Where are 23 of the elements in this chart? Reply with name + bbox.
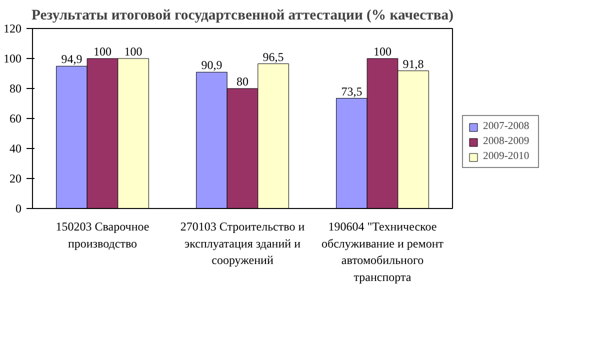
- y-tick-label: 40: [10, 142, 22, 156]
- y-tick-label: 80: [10, 82, 22, 96]
- legend-label: 2008-2009: [483, 136, 530, 147]
- data-label: 80: [236, 74, 248, 88]
- data-label: 100: [94, 44, 112, 58]
- data-label: 100: [374, 44, 392, 58]
- x-tick-label: 190604 "Техническое обслуживание и ремонт автомобильного транспорта: [322, 220, 444, 284]
- legend-label: 2009-2010: [483, 151, 530, 162]
- y-tick-label: 60: [10, 112, 22, 126]
- y-tick-label: 0: [16, 202, 22, 216]
- chart-title: Результаты итоговой государтсвенной аттестации (% качества): [32, 8, 454, 24]
- data-label: 90,9: [201, 58, 222, 72]
- y-tick-label: 20: [10, 172, 22, 186]
- data-label: 96,5: [262, 50, 284, 64]
- data-label: 94,9: [61, 52, 82, 66]
- data-label: 100: [124, 44, 142, 58]
- data-label: 91,8: [402, 56, 424, 71]
- data-label: 73,5: [341, 84, 362, 98]
- y-tick-label: 120: [4, 22, 22, 36]
- y-tick-label: 100: [4, 52, 22, 66]
- x-tick-label: 150203 Сварочное производство: [56, 220, 150, 250]
- legend-label: 2007-2008: [483, 121, 530, 132]
- x-tick-label: 270103 Строительство и эксплуатация зданий и сооружений: [180, 220, 306, 268]
